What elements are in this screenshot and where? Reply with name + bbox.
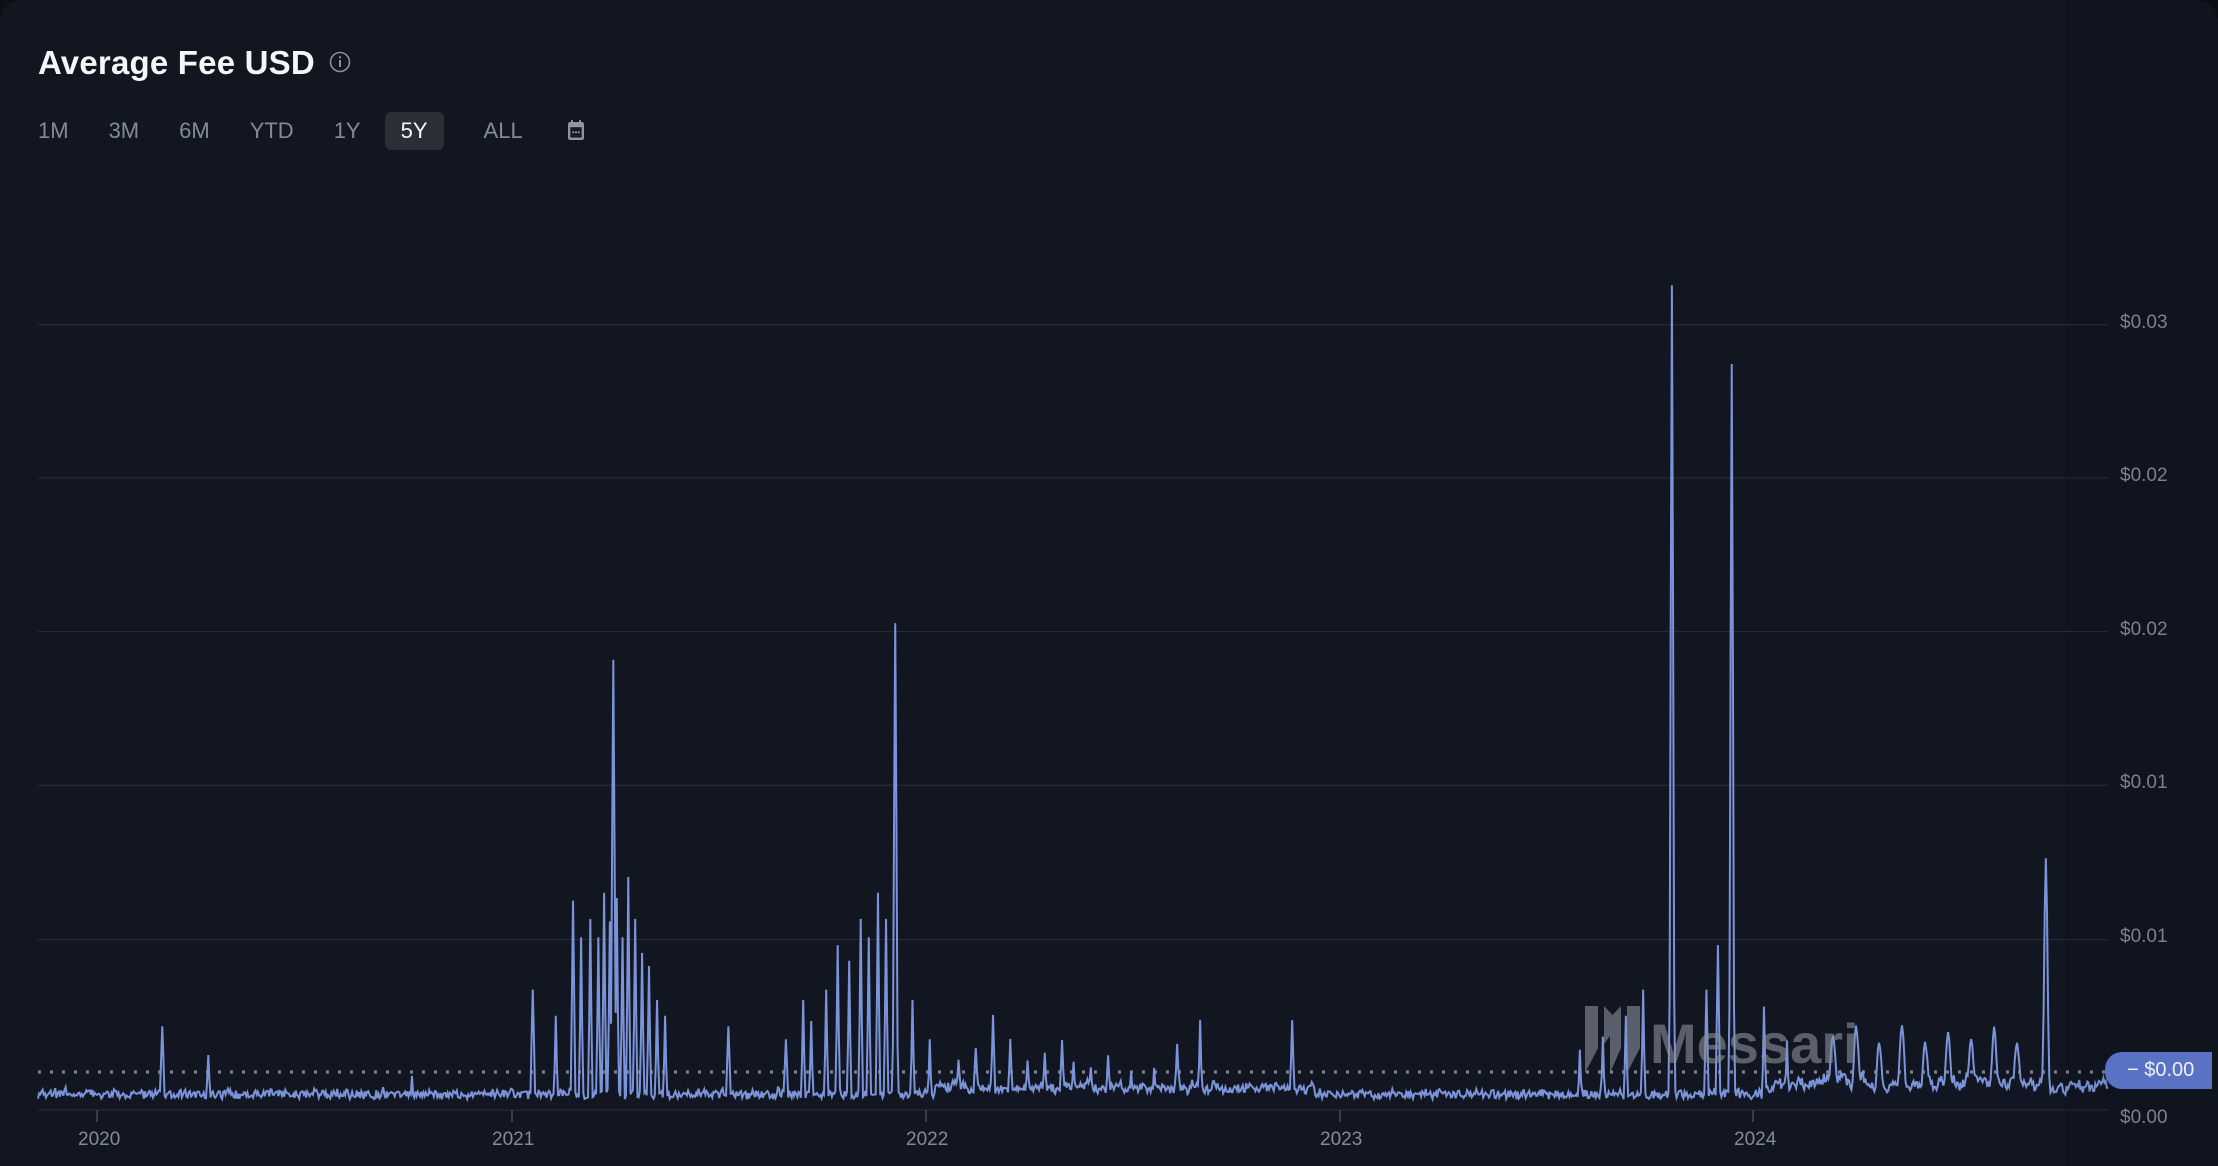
svg-text:Messari: Messari: [1650, 1012, 1859, 1075]
